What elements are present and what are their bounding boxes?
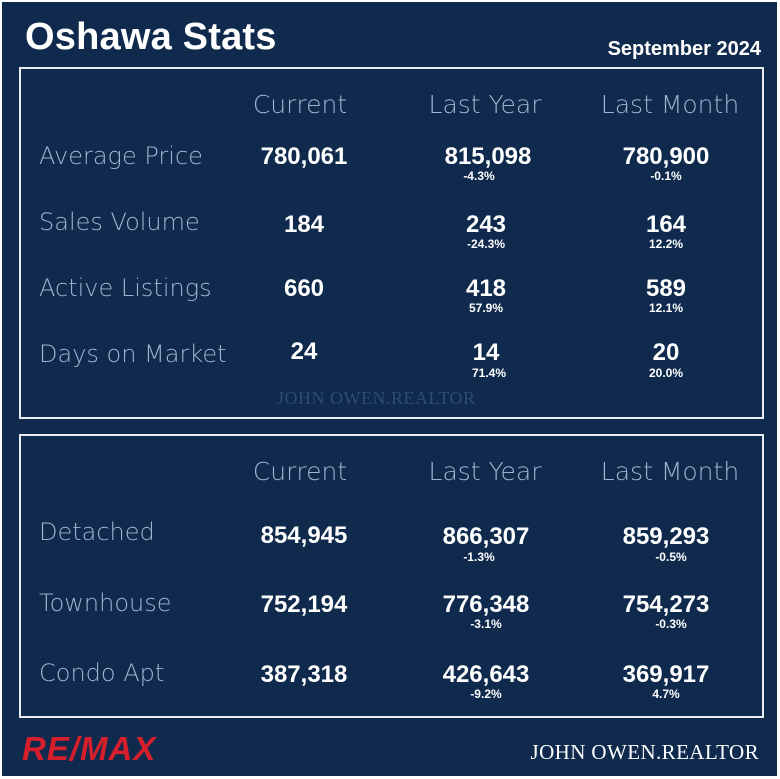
- days-on-market-last-year: 14: [472, 339, 500, 366]
- townhouse-last-year-change: -3.1%: [470, 617, 502, 631]
- realtor-signature: JOHN OWEN.REALTOR: [530, 740, 759, 764]
- condo-apt-current: 387,318: [260, 661, 348, 688]
- active-listings-last-year-change: 57.9%: [468, 301, 504, 315]
- days-on-market-current: 24: [290, 338, 318, 365]
- condo-apt-last-year: 426,643: [442, 661, 530, 688]
- row-label-condo-apt: Condo Apt: [39, 659, 165, 687]
- remax-logo: RE/MAX: [22, 730, 157, 767]
- days-on-market-last-month: 20: [652, 339, 680, 366]
- row-label-townhouse: Townhouse: [39, 589, 172, 617]
- sales-volume-last-month-change: 12.2%: [648, 237, 684, 251]
- active-listings-last-year: 418: [465, 275, 507, 302]
- report-date: September 2024: [607, 38, 761, 60]
- days-on-market-last-month-change: 20.0%: [648, 366, 684, 380]
- header-current: Current: [252, 90, 348, 119]
- average-price-last-year: 815,098: [444, 143, 532, 170]
- page-title: Oshawa Stats: [25, 16, 277, 58]
- condo-apt-last-year-change: -9.2%: [470, 687, 502, 701]
- active-listings-last-month: 589: [645, 275, 687, 302]
- row-label-sales-volume: Sales Volume: [39, 208, 200, 236]
- sales-volume-last-year-change: -24.3%: [466, 237, 506, 251]
- townhouse-last-month-change: -0.3%: [655, 617, 687, 631]
- sales-volume-last-year: 243: [465, 211, 507, 238]
- detached-last-year: 866,307: [442, 523, 530, 550]
- average-price-last-month: 780,900: [622, 143, 710, 170]
- row-label-average-price: Average Price: [39, 142, 203, 170]
- property-type-panel: [19, 434, 764, 718]
- detached-last-month: 859,293: [622, 523, 710, 550]
- header-last-month-2: Last Month: [600, 457, 740, 486]
- average-price-last-month-change: -0.1%: [650, 169, 682, 183]
- header-last-month: Last Month: [600, 90, 740, 119]
- row-label-detached: Detached: [39, 518, 155, 546]
- average-price-current: 780,061: [260, 143, 348, 170]
- active-listings-current: 660: [283, 275, 325, 302]
- sales-volume-current: 184: [283, 211, 325, 238]
- condo-apt-last-month-change: 4.7%: [652, 687, 680, 701]
- row-label-days-on-market: Days on Market: [39, 340, 227, 368]
- header-last-year: Last Year: [428, 90, 542, 119]
- townhouse-last-year: 776,348: [442, 591, 530, 618]
- average-price-last-year-change: -4.3%: [463, 169, 495, 183]
- detached-last-month-change: -0.5%: [655, 550, 687, 564]
- townhouse-current: 752,194: [260, 591, 348, 618]
- condo-apt-last-month: 369,917: [622, 661, 710, 688]
- watermark: JOHN OWEN.REALTOR: [277, 388, 476, 408]
- row-label-active-listings: Active Listings: [39, 274, 212, 302]
- detached-last-year-change: -1.3%: [463, 550, 495, 564]
- header-current-2: Current: [252, 457, 348, 486]
- townhouse-last-month: 754,273: [622, 591, 710, 618]
- detached-current: 854,945: [260, 522, 348, 549]
- active-listings-last-month-change: 12.1%: [648, 301, 684, 315]
- days-on-market-last-year-change: 71.4%: [471, 366, 507, 380]
- sales-volume-last-month: 164: [645, 211, 687, 238]
- summary-panel: [19, 67, 764, 419]
- header-last-year-2: Last Year: [428, 457, 542, 486]
